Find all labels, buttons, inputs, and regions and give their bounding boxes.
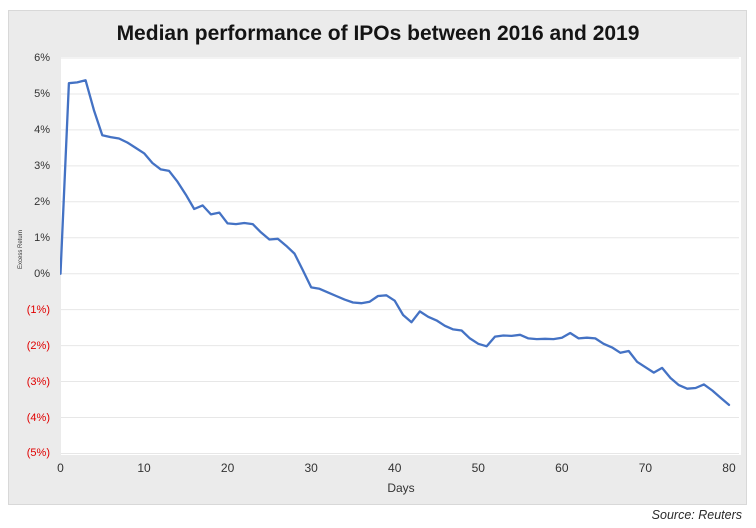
y-tick-label: 2%: [34, 195, 50, 208]
data-series-line: [60, 79, 731, 407]
y-tick-label: 5%: [34, 87, 50, 100]
y-tick-label: (4%): [26, 411, 50, 424]
chart-title: Median performance of IPOs between 2016 …: [116, 22, 640, 45]
x-tick-label: 30: [304, 461, 318, 475]
y-tick-label: 0%: [34, 267, 50, 280]
y-tick-label: 1%: [34, 231, 50, 244]
line-chart-svg: [60, 57, 739, 454]
x-tick-label: 80: [722, 461, 736, 475]
y-tick-label: (5%): [26, 447, 50, 460]
y-tick-label: (2%): [26, 339, 50, 352]
x-tick-label: 70: [638, 461, 653, 475]
y-tick-label: 3%: [34, 159, 50, 172]
x-tick-label: 20: [220, 461, 235, 475]
x-tick-label: 60: [555, 461, 569, 475]
y-tick-label: (1%): [26, 303, 50, 316]
x-tick-label: 0: [57, 461, 64, 475]
y-axis-title: Excess Return: [18, 229, 24, 269]
y-tick-label: 6%: [34, 52, 50, 64]
y-tick-label: 4%: [34, 123, 50, 136]
plot-area: [61, 57, 741, 455]
y-tick-label: (3%): [26, 375, 50, 388]
x-axis-title: Days: [387, 481, 415, 495]
x-tick-label: 50: [471, 461, 485, 475]
source-attribution: Source: Reuters: [651, 508, 742, 522]
x-tick-label: 40: [388, 461, 402, 475]
x-tick-label: 10: [137, 461, 151, 475]
